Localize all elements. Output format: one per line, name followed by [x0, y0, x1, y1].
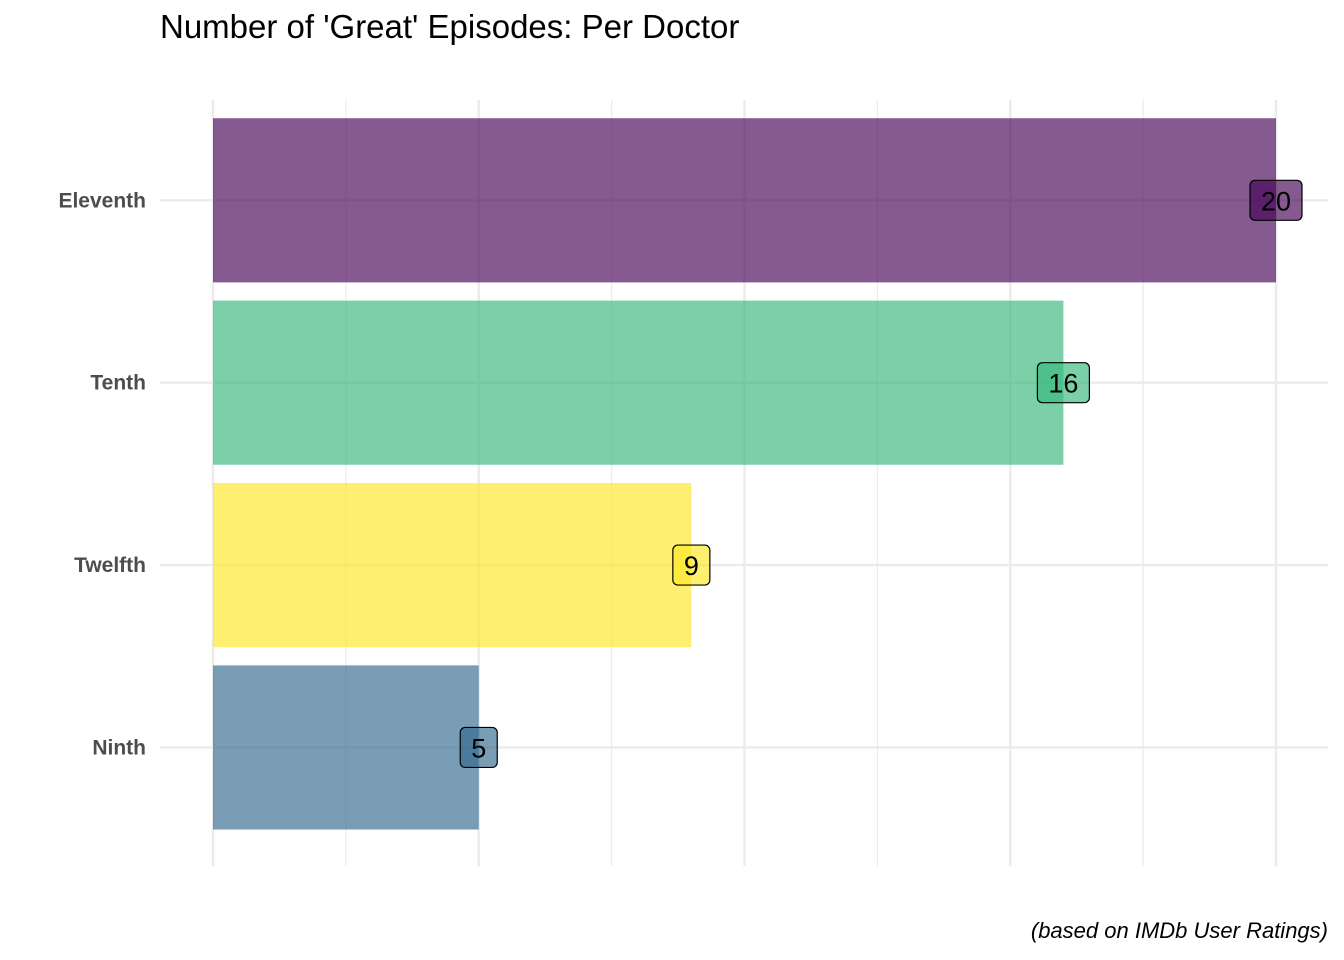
category-label-twelfth: Twelfth [74, 554, 146, 577]
data-label-tenth: 16 [1036, 362, 1091, 404]
data-label-value: 20 [1261, 186, 1291, 216]
chart-title: Number of 'Great' Episodes: Per Doctor [160, 8, 740, 45]
data-label-box [672, 544, 711, 586]
bars [213, 118, 1276, 830]
data-labels: 20 16 9 5 [459, 179, 1303, 769]
data-label-box [459, 726, 498, 769]
category-label-tenth: Tenth [90, 372, 146, 395]
data-label-box [1249, 179, 1303, 221]
data-label-twelfth: 9 [672, 544, 711, 586]
data-label-value: 5 [471, 733, 486, 763]
category-label-eleventh: Eleventh [58, 189, 146, 212]
bar-twelfth [213, 483, 692, 648]
data-label-eleventh: 20 [1249, 179, 1303, 221]
bar-ninth [213, 665, 479, 830]
chart-caption: (based on IMDb User Ratings) [1030, 918, 1328, 943]
category-label-ninth: Ninth [92, 736, 146, 759]
bar-tenth [213, 300, 1064, 465]
data-label-value: 9 [684, 551, 699, 581]
data-label-value: 16 [1048, 369, 1078, 399]
category-axis-labels: Eleventh Tenth Twelfth Ninth [58, 189, 146, 759]
data-label-box [1036, 362, 1091, 404]
data-label-ninth: 5 [459, 726, 498, 769]
bar-eleventh [213, 118, 1276, 283]
